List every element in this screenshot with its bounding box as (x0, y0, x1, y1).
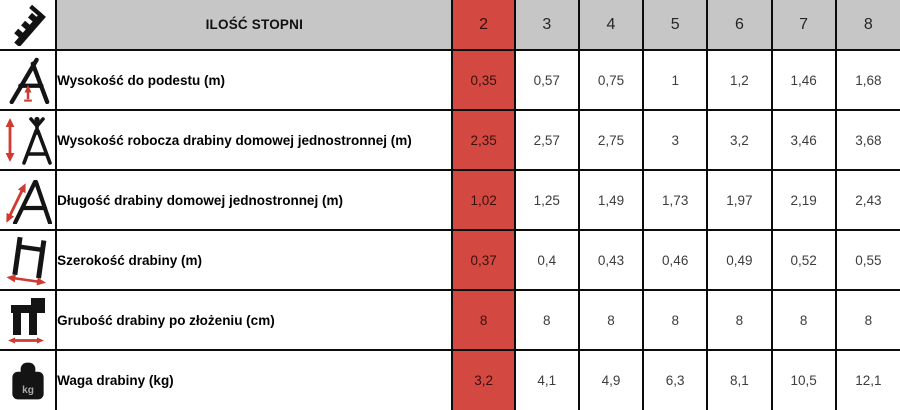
value-cell: 8 (834, 289, 900, 351)
value-cell: 1,97 (706, 169, 773, 231)
value-cell: 1,68 (834, 49, 900, 111)
value-cell: 8 (706, 289, 773, 351)
value-cell: 2,19 (770, 169, 837, 231)
value-cell: 0,75 (577, 49, 645, 111)
value-cell: 3,46 (770, 109, 837, 171)
highlighted-value-cell: 0,37 (451, 229, 516, 291)
row-icon-cell (0, 229, 58, 291)
value-cell: 0,57 (513, 49, 580, 111)
value-cell: 0,49 (706, 229, 773, 291)
highlighted-value-cell: 2,35 (451, 109, 516, 171)
row-label: Szerokość drabiny (m) (55, 229, 454, 291)
value-cell: 0,55 (834, 229, 900, 291)
value-cell: 8 (577, 289, 645, 351)
row-label: Wysokość do podestu (m) (55, 49, 454, 111)
row-icon-cell (0, 49, 58, 111)
value-cell: 1,73 (642, 169, 709, 231)
table-header-row: ILOŚĆ STOPNI 2 3 4 5 6 7 8 (0, 0, 900, 51)
column-header: 7 (770, 0, 837, 51)
folded-ladder-thickness-icon (7, 298, 45, 344)
value-cell: 3,2 (706, 109, 773, 171)
value-cell: 1,25 (513, 169, 580, 231)
table-title: ILOŚĆ STOPNI (55, 0, 454, 51)
row-label: Waga drabiny (kg) (55, 349, 454, 410)
ladder-width-icon (5, 236, 46, 286)
ladder-weight-icon: kg (11, 362, 44, 399)
column-header-highlighted: 2 (451, 0, 516, 51)
value-cell: 4,9 (577, 349, 645, 410)
value-cell: 8 (642, 289, 709, 351)
table-row: Długość drabiny domowej jednostronnej (m… (0, 169, 900, 231)
working-height-icon (5, 116, 52, 165)
row-label: Grubość drabiny po złożeniu (cm) (55, 289, 454, 351)
value-cell: 0,4 (513, 229, 580, 291)
row-icon-cell (0, 169, 58, 231)
value-cell: 6,3 (642, 349, 709, 410)
value-cell: 0,43 (577, 229, 645, 291)
value-cell: 1,2 (706, 49, 773, 111)
header-icon-cell (0, 0, 58, 51)
table-row: Wysokość do podestu (m) 0,35 0,57 0,75 1… (0, 49, 900, 111)
value-cell: 1 (642, 49, 709, 111)
table-row: Wysokość robocza drabiny domowej jednost… (0, 109, 900, 171)
value-cell: 0,46 (642, 229, 709, 291)
column-header: 8 (834, 0, 900, 51)
ladder-length-icon (5, 179, 52, 224)
highlighted-value-cell: 0,35 (451, 49, 516, 111)
column-header: 3 (513, 0, 580, 51)
value-cell: 1,46 (770, 49, 837, 111)
value-cell: 0,52 (770, 229, 837, 291)
value-cell: 8 (770, 289, 837, 351)
highlighted-value-cell: 1,02 (451, 169, 516, 231)
value-cell: 2,43 (834, 169, 900, 231)
value-cell: 2,57 (513, 109, 580, 171)
table-row: Szerokość drabiny (m) 0,37 0,4 0,43 0,46… (0, 229, 900, 291)
value-cell: 8 (513, 289, 580, 351)
highlighted-value-cell: 3,2 (451, 349, 516, 410)
weight-kg-label: kg (22, 384, 34, 395)
table-row: kg Waga drabiny (kg) 3,2 4,1 4,9 6,3 8,1… (0, 349, 900, 410)
value-cell: 3,68 (834, 109, 900, 171)
platform-height-icon (9, 57, 49, 104)
value-cell: 3 (642, 109, 709, 171)
value-cell: 4,1 (513, 349, 580, 410)
table-row: Grubość drabiny po złożeniu (cm) 8 8 8 8… (0, 289, 900, 351)
row-icon-cell (0, 289, 58, 351)
steps-icon (13, 4, 46, 46)
row-label: Długość drabiny domowej jednostronnej (m… (55, 169, 454, 231)
value-cell: 1,49 (577, 169, 645, 231)
row-label: Wysokość robocza drabiny domowej jednost… (55, 109, 454, 171)
column-header: 5 (642, 0, 709, 51)
row-icon-cell (0, 109, 58, 171)
value-cell: 10,5 (770, 349, 837, 410)
row-icon-cell: kg (0, 349, 58, 410)
column-header: 6 (706, 0, 773, 51)
column-header: 4 (577, 0, 645, 51)
value-cell: 2,75 (577, 109, 645, 171)
value-cell: 12,1 (834, 349, 900, 410)
value-cell: 8,1 (706, 349, 773, 410)
highlighted-value-cell: 8 (451, 289, 516, 351)
